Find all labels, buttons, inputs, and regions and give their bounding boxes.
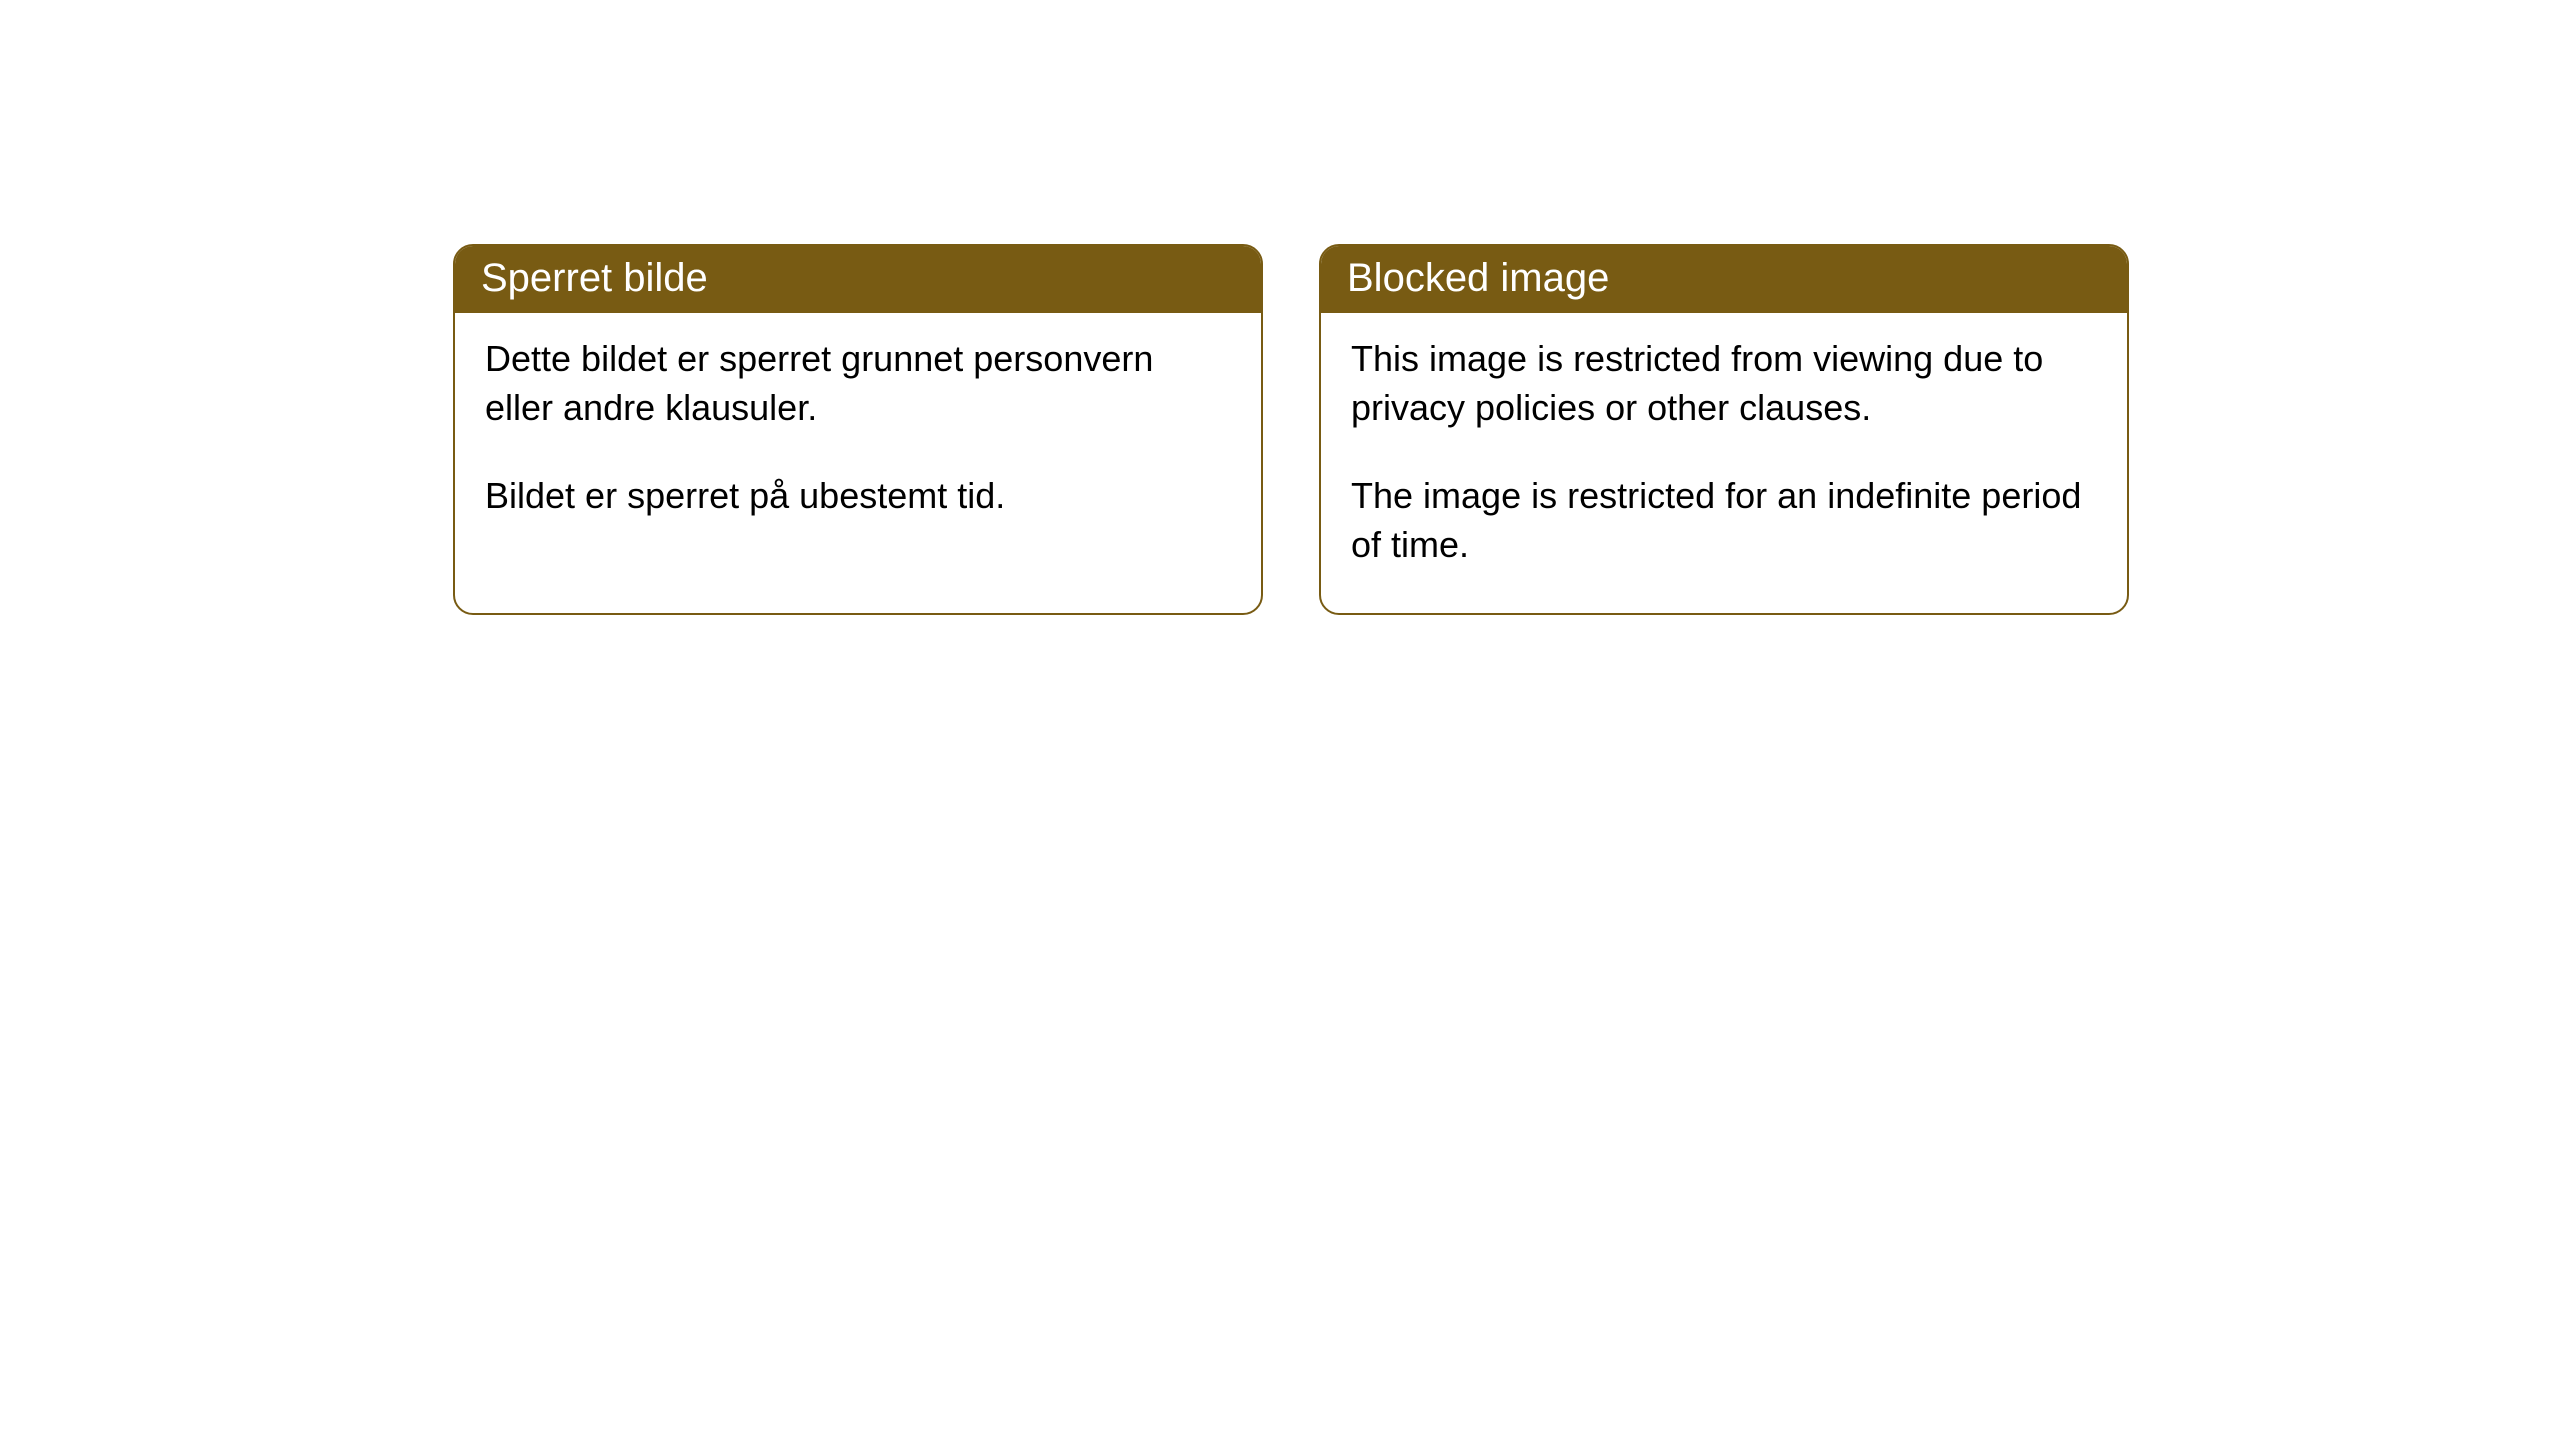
card-paragraph: This image is restricted from viewing du… <box>1351 335 2097 432</box>
card-paragraph: Dette bildet er sperret grunnet personve… <box>485 335 1231 432</box>
card-header: Blocked image <box>1321 246 2127 313</box>
card-body: Dette bildet er sperret grunnet personve… <box>455 313 1261 565</box>
card-body: This image is restricted from viewing du… <box>1321 313 2127 613</box>
notice-card-norwegian: Sperret bilde Dette bildet er sperret gr… <box>453 244 1263 615</box>
notice-cards-container: Sperret bilde Dette bildet er sperret gr… <box>453 244 2129 615</box>
card-paragraph: The image is restricted for an indefinit… <box>1351 472 2097 569</box>
card-paragraph: Bildet er sperret på ubestemt tid. <box>485 472 1231 521</box>
card-title: Blocked image <box>1347 256 1609 300</box>
card-header: Sperret bilde <box>455 246 1261 313</box>
notice-card-english: Blocked image This image is restricted f… <box>1319 244 2129 615</box>
card-title: Sperret bilde <box>481 256 708 300</box>
